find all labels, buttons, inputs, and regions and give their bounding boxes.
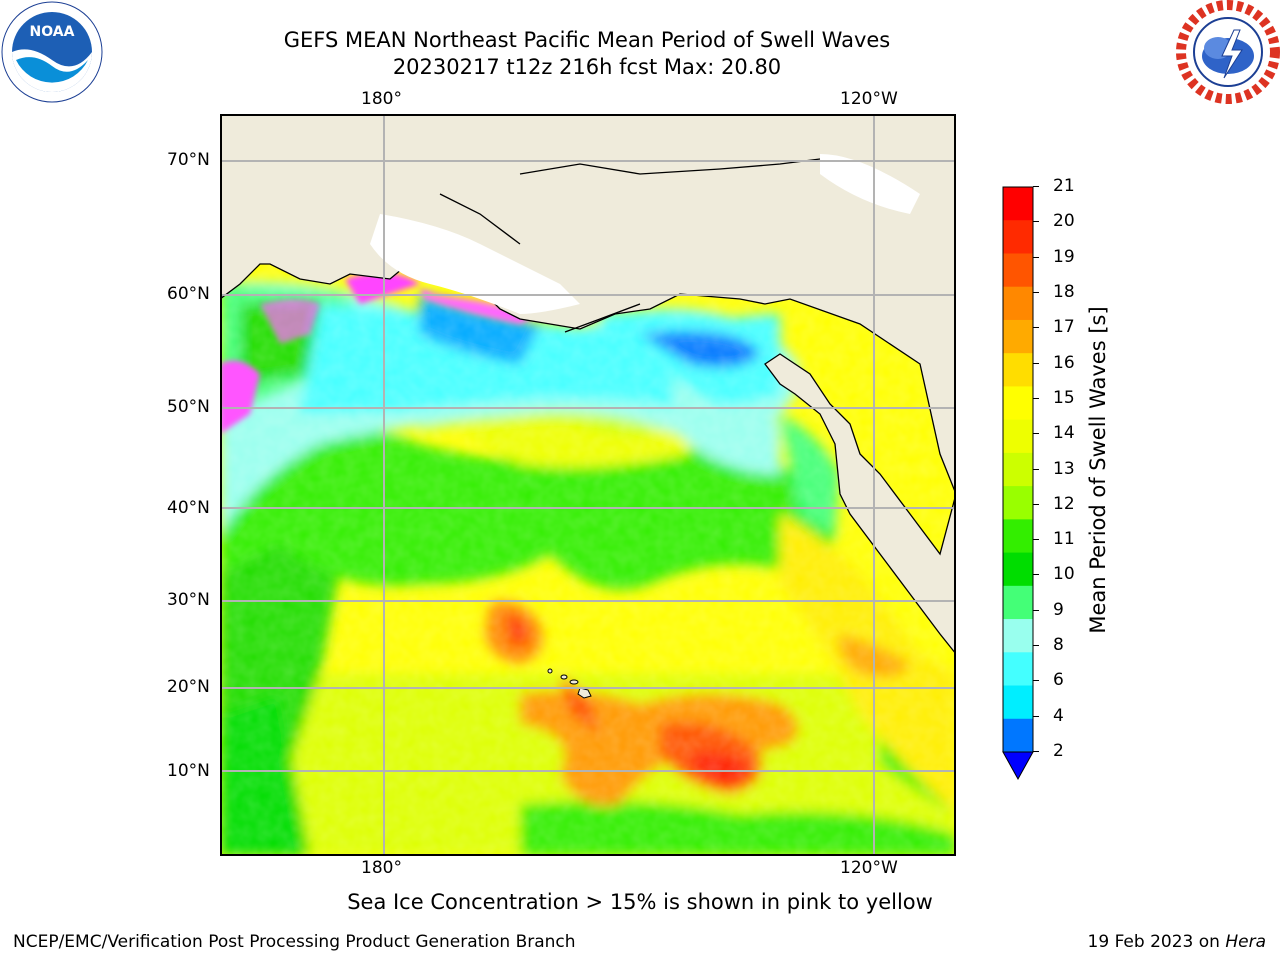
colorbar-tick-mark xyxy=(1033,751,1039,752)
colorbar-tick-label: 11 xyxy=(1053,529,1075,550)
lon-label-top-120w: 120°W xyxy=(840,89,898,109)
colorbar-segment xyxy=(1003,452,1033,487)
colorbar-tick-label: 12 xyxy=(1053,493,1075,514)
colorbar-segment xyxy=(1003,419,1033,454)
colorbar-segment xyxy=(1003,253,1033,288)
colorbar-tick-label: 6 xyxy=(1053,670,1064,691)
lon-label-bottom-180: 180° xyxy=(361,858,402,878)
colorbar-segment xyxy=(1003,220,1033,254)
colorbar-tick-mark xyxy=(1033,680,1039,682)
colorbar-tick-mark xyxy=(1033,539,1039,541)
colorbar-segment xyxy=(1003,552,1033,587)
sea-ice xyxy=(220,272,540,434)
colorbar-tick-label: 20 xyxy=(1053,211,1075,232)
lat-label-50n: 50°N xyxy=(167,397,210,417)
colorbar-tick-mark xyxy=(1033,362,1039,364)
colorbar-tick-mark xyxy=(1033,186,1039,187)
colorbar-extension xyxy=(1002,751,1034,781)
colorbar-tick-mark xyxy=(1033,715,1039,717)
plot-title-line2: 20230217 t12z 216h fcst Max: 20.80 xyxy=(392,55,782,79)
colorbar-tick-label: 18 xyxy=(1053,281,1075,302)
colorbar-segment xyxy=(1003,519,1033,554)
colorbar-segment xyxy=(1003,486,1033,520)
coastline xyxy=(439,158,821,333)
colorbar-tick-label: 19 xyxy=(1053,246,1075,267)
colorbar-title: Mean Period of Swell Waves [s] xyxy=(1086,306,1110,634)
colorbar-tick-label: 14 xyxy=(1053,423,1075,444)
colorbar-tick-label: 21 xyxy=(1053,176,1075,196)
colorbar-tick-mark xyxy=(1033,397,1039,399)
colorbar-segment xyxy=(1003,652,1033,687)
colorbar-segment xyxy=(1003,187,1033,221)
footer-host: Hera xyxy=(1225,932,1266,952)
lat-label-10n: 10°N xyxy=(167,761,210,781)
footer-date: 19 Feb 2023 on xyxy=(1087,932,1226,952)
colorbar-segment xyxy=(1003,685,1033,720)
colorbar-tick-label: 4 xyxy=(1053,705,1064,726)
lat-label-40n: 40°N xyxy=(167,498,210,518)
footer-left: NCEP/EMC/Verification Post Processing Pr… xyxy=(13,932,576,952)
colorbar-tick-label: 17 xyxy=(1053,317,1075,338)
colorbar-segment xyxy=(1003,619,1033,653)
graticule xyxy=(220,114,956,856)
colorbar-tick-label: 9 xyxy=(1053,599,1064,620)
colorbar-tick-label: 2 xyxy=(1053,741,1064,761)
colorbar-segment xyxy=(1003,353,1033,387)
plot-title-line1: GEFS MEAN Northeast Pacific Mean Period … xyxy=(283,28,891,52)
colorbar xyxy=(1000,186,1040,786)
colorbar-segment xyxy=(1003,718,1033,753)
colorbar-tick-mark xyxy=(1033,609,1039,611)
lon-label-top-180: 180° xyxy=(361,89,402,109)
noaa-logo-text: NOAA xyxy=(30,24,75,40)
colorbar-segment xyxy=(1003,319,1033,354)
colorbar-frame xyxy=(1002,186,1034,753)
lat-label-70n: 70°N xyxy=(167,150,210,170)
colorbar-tick-label: 15 xyxy=(1053,387,1075,408)
sea-ice-caption: Sea Ice Concentration > 15% is shown in … xyxy=(347,890,933,914)
colorbar-tick-mark xyxy=(1033,327,1039,329)
lat-label-60n: 60°N xyxy=(167,284,210,304)
lon-label-bottom-120w: 120°W xyxy=(840,858,898,878)
colorbar-tick-mark xyxy=(1033,503,1039,505)
colorbar-ticks: 21 20 19 18 17 16 15 14 13 12 11 10 9 8 6 4 2 xyxy=(1033,176,1100,786)
colorbar-tick-label: 16 xyxy=(1053,352,1075,373)
nws-logo xyxy=(1176,0,1280,104)
lat-label-30n: 30°N xyxy=(167,590,210,610)
colorbar-segment xyxy=(1003,286,1033,321)
colorbar-tick-label: 8 xyxy=(1053,635,1064,656)
colorbar-tick-mark xyxy=(1033,645,1039,647)
colorbar-segment xyxy=(1003,585,1033,620)
lat-label-20n: 20°N xyxy=(167,677,210,697)
footer-right: 19 Feb 2023 on Hera xyxy=(1088,932,1266,952)
colorbar-tick-mark xyxy=(1033,574,1039,576)
colorbar-tick-label: 10 xyxy=(1053,564,1075,585)
noaa-logo: NOAA xyxy=(0,0,104,104)
colorbar-tick-mark xyxy=(1033,221,1039,223)
colorbar-tick-mark xyxy=(1033,291,1039,293)
colorbar-tick-mark xyxy=(1033,433,1039,435)
colorbar-segment xyxy=(1003,386,1033,421)
colorbar-tick-label: 13 xyxy=(1053,458,1075,479)
map-panel xyxy=(219,113,957,856)
colorbar-tick-mark xyxy=(1033,468,1039,470)
colorbar-tick-mark xyxy=(1033,256,1039,258)
hawaiian-islands xyxy=(547,668,592,699)
